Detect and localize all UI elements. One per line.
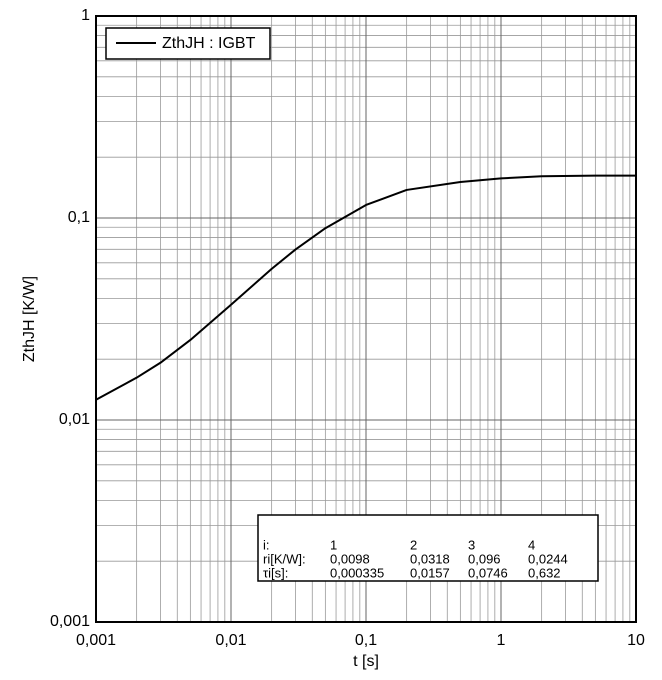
table-cell: 0,000335 — [330, 565, 384, 580]
y-tick-label: 1 — [81, 7, 90, 24]
table-cell: 0,0098 — [330, 551, 370, 566]
table-cell: τi[s]: — [263, 565, 288, 580]
y-tick-label: 0,01 — [59, 411, 90, 428]
x-axis-label: t [s] — [353, 653, 379, 670]
x-tick-label: 0,1 — [355, 632, 377, 649]
x-tick-label: 0,001 — [76, 632, 116, 649]
x-tick-label: 10 — [627, 632, 645, 649]
table-cell: 0,096 — [468, 551, 501, 566]
table-cell: 0,0244 — [528, 551, 568, 566]
y-axis-label: ZthJH [K/W] — [21, 276, 38, 362]
table-cell: 0,632 — [528, 565, 561, 580]
table-cell: i: — [263, 537, 270, 552]
table-cell: 1 — [330, 537, 337, 552]
legend-label: ZthJH : IGBT — [162, 35, 256, 52]
table-cell: 3 — [468, 537, 475, 552]
parameter-table-box — [257, 514, 599, 582]
y-tick-label: 0,001 — [50, 613, 90, 630]
marks — [95, 174, 636, 401]
table-cell: 2 — [410, 537, 417, 552]
table-cell: 0,0746 — [468, 565, 508, 580]
data-line — [95, 174, 636, 401]
table-cell: ri[K/W]: — [263, 551, 306, 566]
plot-frame — [95, 15, 637, 623]
table-cell: 0,0157 — [410, 565, 450, 580]
x-tick-label: 1 — [497, 632, 506, 649]
table-cell: 0,0318 — [410, 551, 450, 566]
x-tick-label: 0,01 — [215, 632, 246, 649]
y-tick-label: 0,1 — [68, 209, 90, 226]
table-cell: 4 — [528, 537, 535, 552]
